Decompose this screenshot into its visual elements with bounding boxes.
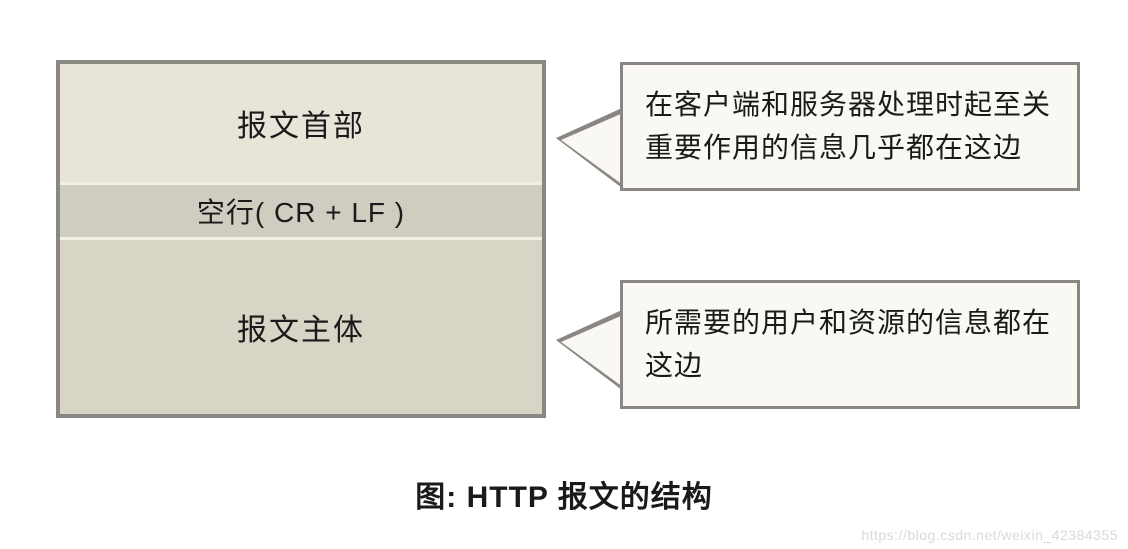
body-callout-text: 所需要的用户和资源的信息都在这边 bbox=[645, 307, 1051, 381]
callout-pointer-icon bbox=[556, 108, 622, 188]
header-callout: 在客户端和服务器处理时起至关重要作用的信息几乎都在这边 bbox=[620, 62, 1080, 191]
message-header-label: 报文首部 bbox=[237, 101, 365, 145]
callout-pointer-icon bbox=[556, 310, 622, 390]
message-body-section: 报文主体 bbox=[60, 240, 542, 414]
crlf-label: 空行( CR + LF ) bbox=[197, 191, 405, 231]
message-header-section: 报文首部 bbox=[60, 64, 542, 182]
crlf-section: 空行( CR + LF ) bbox=[60, 182, 542, 240]
header-callout-text: 在客户端和服务器处理时起至关重要作用的信息几乎都在这边 bbox=[645, 89, 1051, 163]
watermark-text: https://blog.csdn.net/weixin_42384355 bbox=[861, 527, 1118, 543]
message-body-label: 报文主体 bbox=[237, 305, 365, 349]
body-callout: 所需要的用户和资源的信息都在这边 bbox=[620, 280, 1080, 409]
figure-caption: 图: HTTP 报文的结构 bbox=[0, 472, 1128, 516]
figure-caption-text: 图: HTTP 报文的结构 bbox=[415, 481, 712, 514]
http-message-structure: 报文首部 空行( CR + LF ) 报文主体 bbox=[56, 60, 546, 418]
